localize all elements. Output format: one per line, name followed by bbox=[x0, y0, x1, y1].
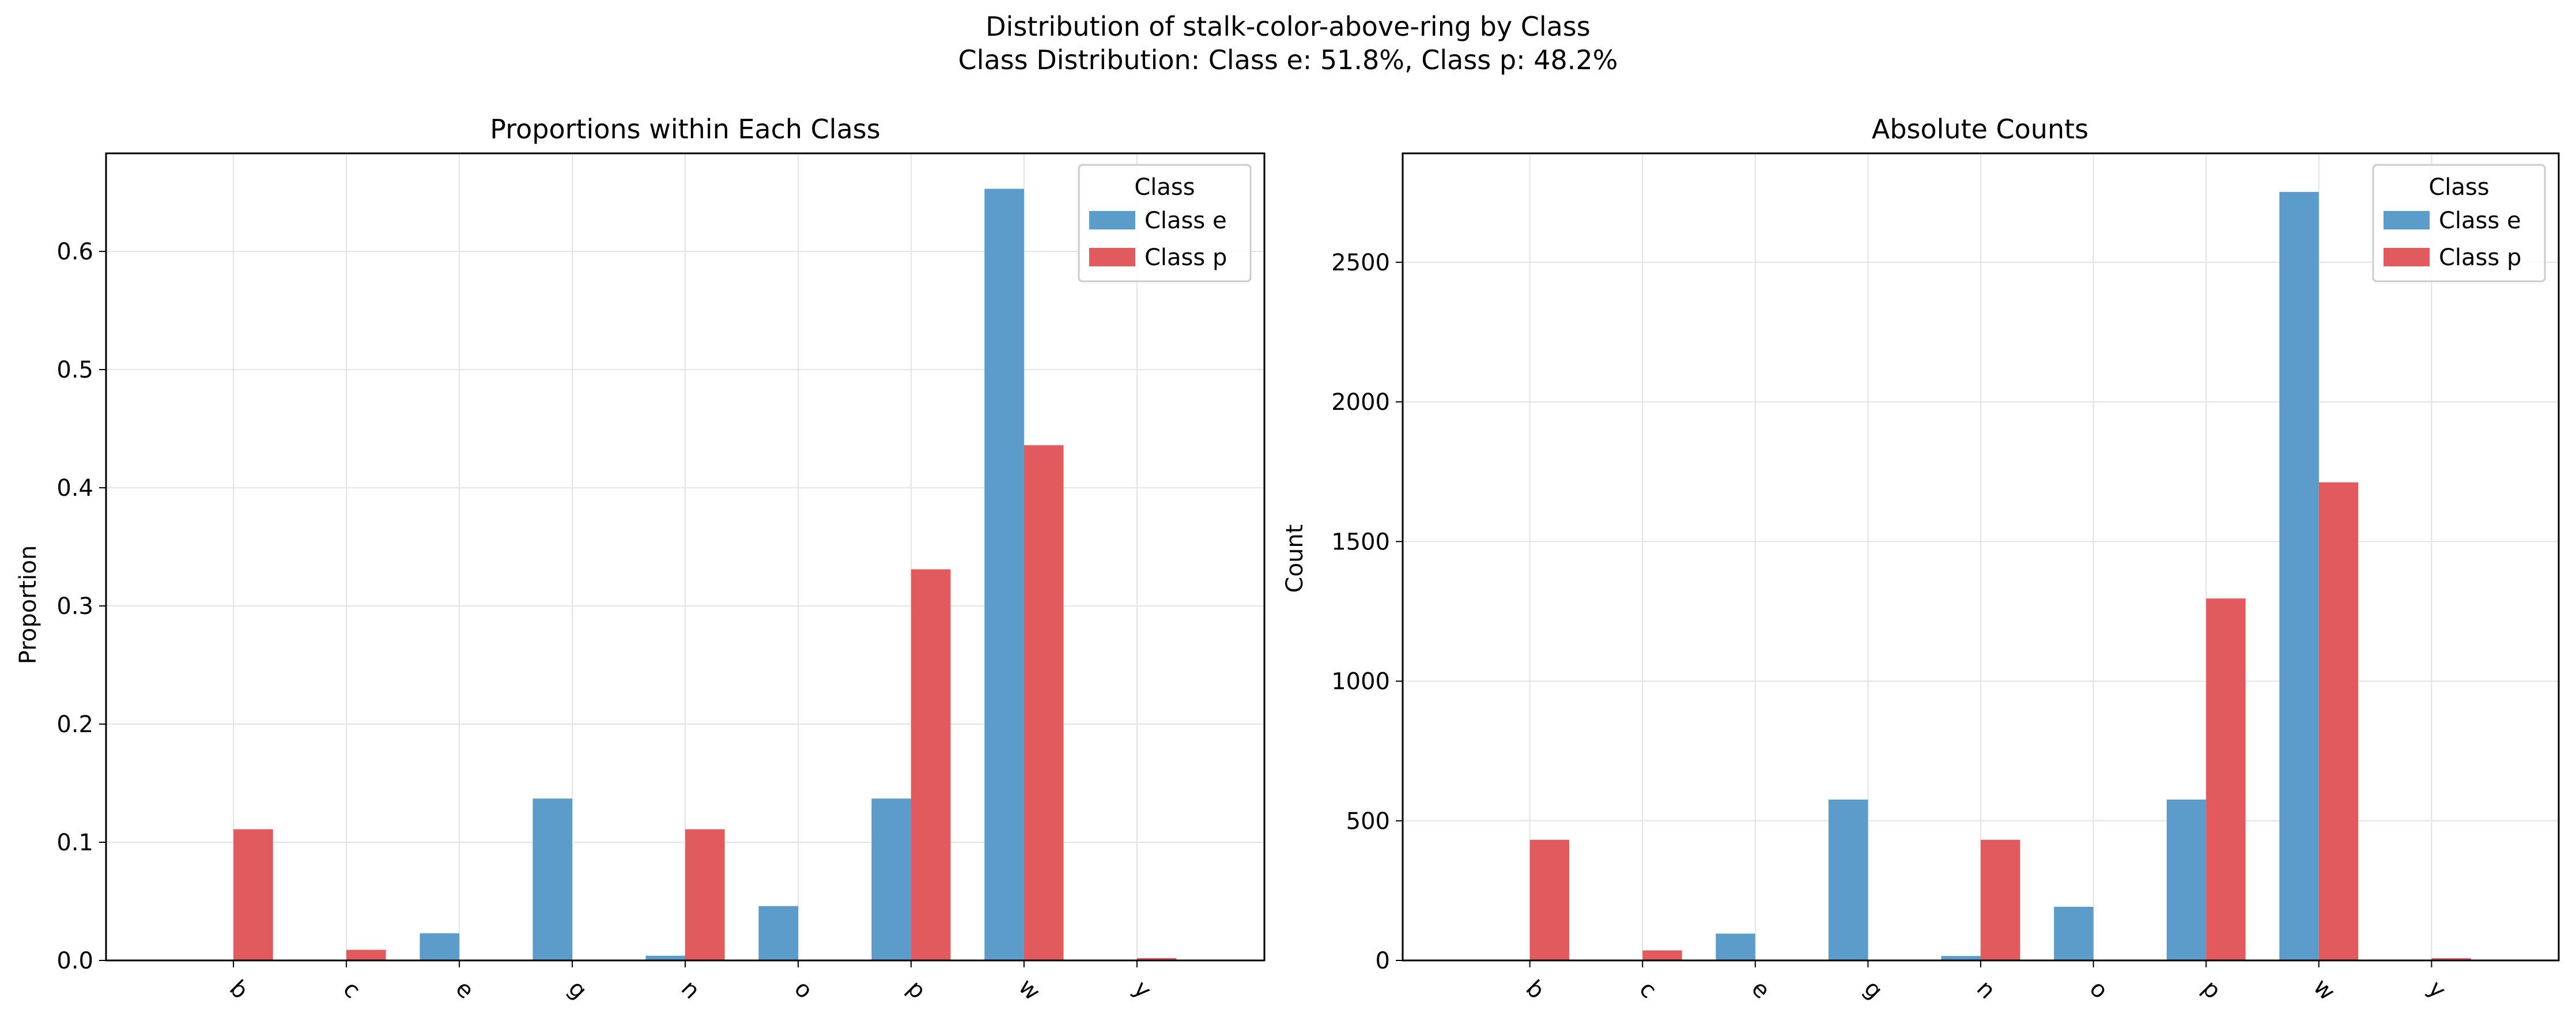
bar-class-p-y bbox=[1136, 958, 1177, 960]
x-tick-label: g bbox=[563, 975, 592, 1004]
legend-label-class-e: Class e bbox=[1145, 208, 1227, 234]
legend: Class Class e Class p bbox=[2372, 164, 2546, 282]
x-tick-label: n bbox=[676, 975, 705, 1004]
proportions-panel: Proportions within Each Class Proportion… bbox=[15, 114, 1266, 1006]
x-tick-label: e bbox=[1746, 975, 1775, 1004]
legend-title: Class bbox=[2428, 174, 2489, 201]
bar-class-e-e bbox=[1716, 933, 1755, 960]
x-tick-label: b bbox=[1521, 975, 1550, 1004]
y-tick-label: 0.2 bbox=[56, 711, 93, 738]
bar-class-e-o bbox=[758, 906, 798, 960]
y-tick-label: 2500 bbox=[1331, 250, 1390, 276]
x-tick-label: o bbox=[789, 975, 818, 1004]
y-axis-label: Count bbox=[1282, 525, 1308, 593]
bar-class-e-o bbox=[2054, 906, 2094, 960]
bar-class-e-p bbox=[2166, 799, 2207, 960]
bar-class-e-g bbox=[532, 798, 573, 960]
y-tick-label: 0.1 bbox=[56, 830, 93, 856]
legend-swatch-class-p bbox=[2384, 248, 2430, 266]
bar-class-p-n bbox=[685, 829, 725, 960]
axes-frame bbox=[105, 152, 1266, 962]
legend-label-class-p: Class p bbox=[1145, 244, 1227, 271]
bar-class-e-p bbox=[871, 798, 911, 960]
bar-class-e-g bbox=[1828, 799, 1868, 960]
y-tick-label: 0.5 bbox=[56, 357, 93, 383]
axes-frame bbox=[1402, 152, 2560, 962]
absolute-counts-panel: Absolute Counts Count 0 500 1000 1500 2000 25… bbox=[1282, 114, 2560, 1006]
x-tick-label: w bbox=[2308, 974, 2340, 1006]
plot-area: 0 500 1000 1500 2000 2500 b c e g n o p w y bbox=[1331, 152, 2560, 1006]
bar-class-p-n bbox=[1981, 839, 2020, 960]
bar-class-p-c bbox=[1642, 950, 1682, 960]
y-tick-label: 0.3 bbox=[56, 593, 93, 620]
bar-class-p-w bbox=[2318, 482, 2359, 960]
bar-class-e-n bbox=[645, 955, 685, 960]
legend: Class Class e Class p bbox=[1078, 164, 1252, 282]
bar-class-e-e bbox=[420, 933, 460, 960]
x-tick-label: c bbox=[338, 976, 365, 1004]
y-tick-label: 0.0 bbox=[56, 948, 93, 974]
x-tick-label: c bbox=[1634, 976, 1661, 1004]
bar-class-e-w bbox=[2279, 191, 2319, 960]
x-tick-label: y bbox=[2423, 975, 2451, 1004]
y-tick-label: 2000 bbox=[1331, 389, 1390, 416]
panel-title: Proportions within Each Class bbox=[490, 114, 880, 145]
bar-class-p-p bbox=[2206, 598, 2246, 960]
x-tick-label: p bbox=[902, 975, 931, 1004]
y-tick-label: 1000 bbox=[1331, 669, 1390, 695]
x-tick-label: e bbox=[450, 975, 479, 1004]
y-tick-label: 0.6 bbox=[56, 239, 93, 265]
legend-swatch-class-p bbox=[1089, 248, 1135, 266]
plot-area: 0.0 0.1 0.2 0.3 0.4 0.5 0.6 b c e g n o p w y bbox=[56, 152, 1266, 1006]
legend-label-class-p: Class p bbox=[2439, 244, 2521, 271]
figure-title: Distribution of stalk-color-above-ring b… bbox=[985, 11, 1590, 42]
bar-class-p-c bbox=[346, 949, 386, 960]
legend-swatch-class-e bbox=[1089, 211, 1135, 229]
y-axis-label: Proportion bbox=[15, 545, 41, 664]
y-tick-label: 0.4 bbox=[56, 475, 93, 502]
x-tick-label: n bbox=[1971, 975, 2000, 1004]
x-tick-label: g bbox=[1859, 975, 1887, 1004]
bar-class-p-b bbox=[233, 829, 273, 960]
bar-class-p-b bbox=[1529, 839, 1570, 960]
y-tick-label: 0 bbox=[1376, 948, 1390, 974]
x-tick-label: w bbox=[1013, 974, 1045, 1006]
y-tick-label: 1500 bbox=[1331, 529, 1390, 555]
legend-swatch-class-e bbox=[2384, 211, 2430, 229]
panel-title: Absolute Counts bbox=[1872, 114, 2088, 145]
bar-class-p-p bbox=[911, 569, 951, 960]
bar-class-e-n bbox=[1941, 956, 1981, 960]
legend-label-class-e: Class e bbox=[2439, 208, 2521, 234]
x-tick-label: b bbox=[224, 975, 253, 1004]
bar-class-e-w bbox=[984, 189, 1024, 960]
legend-title: Class bbox=[1134, 174, 1195, 201]
x-tick-label: p bbox=[2197, 975, 2226, 1004]
y-tick-label: 500 bbox=[1346, 808, 1390, 835]
x-tick-label: y bbox=[1128, 975, 1156, 1004]
x-tick-label: o bbox=[2084, 975, 2113, 1004]
bar-class-p-y bbox=[2431, 958, 2471, 960]
bar-class-p-w bbox=[1023, 445, 1064, 960]
figure-subtitle: Class Distribution: Class e: 51.8%, Clas… bbox=[958, 44, 1618, 76]
